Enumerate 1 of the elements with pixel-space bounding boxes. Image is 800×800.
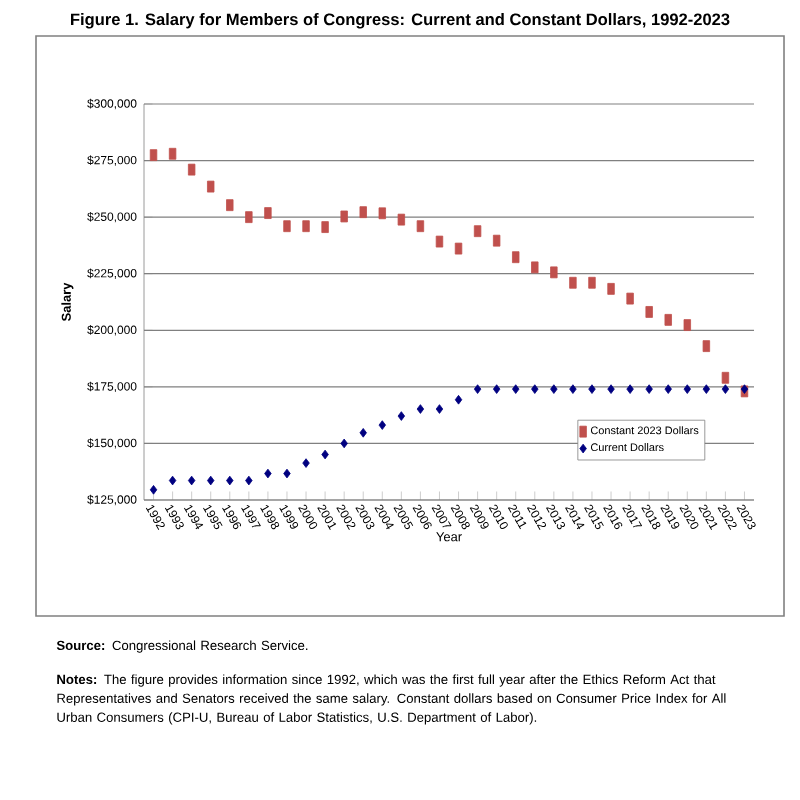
chart-title: Figure 1. Salary for Members of Congress: Current and Constant Dollars, 1992-2023 [71,13,730,29]
